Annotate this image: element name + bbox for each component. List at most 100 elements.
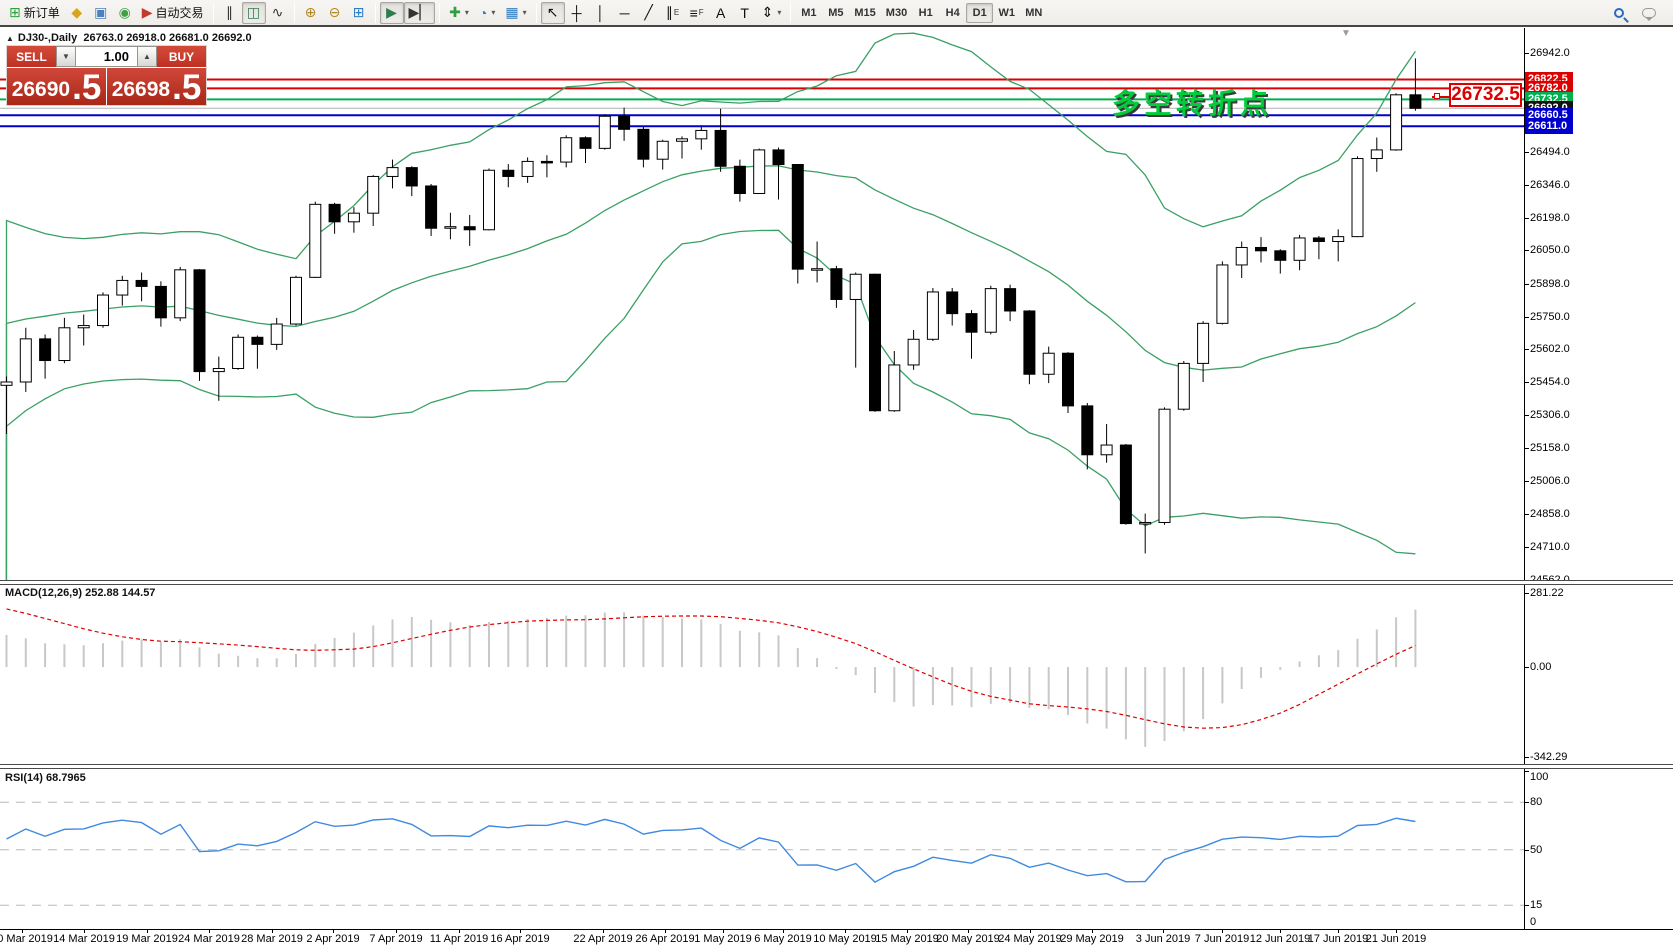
fibonacci-icon: ≡: [689, 4, 698, 21]
tick-mark: [84, 929, 85, 933]
macd-label: MACD(12,26,9) 252.88 144.57: [5, 587, 156, 599]
price-axis-tick: 25306.0: [1530, 408, 1570, 421]
profile-button[interactable]: ▣: [89, 2, 113, 24]
chat-button[interactable]: [1637, 2, 1661, 24]
panel-splitter-rsi[interactable]: [0, 764, 1673, 769]
price-axis-tick: 26494.0: [1530, 146, 1570, 159]
zoom-out-button[interactable]: ⊖: [323, 2, 347, 24]
search-button[interactable]: [1607, 2, 1631, 24]
tick-mark: [1030, 929, 1031, 933]
toolbar-separator: [374, 2, 376, 23]
channel-button[interactable]: ∥ E: [661, 2, 685, 24]
autotrading-button[interactable]: ▶ 自动交易: [137, 2, 209, 24]
templates-button[interactable]: ▦ ▾: [500, 2, 531, 24]
tick-mark: [1524, 283, 1529, 285]
date-axis-label: 14 Mar 2019: [53, 933, 115, 945]
timeframe-m1[interactable]: M1: [801, 6, 817, 19]
toolbar-separator: [535, 2, 537, 23]
indicators-icon: ✚: [449, 4, 461, 20]
dropdown-caret-icon: ▾: [464, 8, 469, 17]
volume-decrease-button[interactable]: ▼: [56, 46, 76, 67]
templates-icon: ▦: [505, 4, 519, 20]
indicators-button[interactable]: ✚ ▾: [444, 2, 474, 24]
chart-header: ▲ DJ30-,Daily 26763.0 26918.0 26681.0 266…: [6, 32, 252, 44]
timeframe-mn[interactable]: MN: [1025, 6, 1043, 19]
tick-mark: [1524, 592, 1529, 594]
macd-axis-tick: -342.29: [1530, 751, 1568, 764]
text-button[interactable]: A: [709, 2, 733, 24]
tick-mark: [459, 929, 460, 933]
tick-mark: [1524, 382, 1529, 384]
buy-price-button[interactable]: 26698 .5: [106, 68, 206, 105]
timeframe-m30[interactable]: M30: [885, 6, 908, 19]
collapse-panel-icon[interactable]: ▲: [6, 34, 14, 43]
tick-mark: [1524, 349, 1529, 351]
timeframe-m5[interactable]: M5: [828, 6, 844, 19]
timeframe-h1[interactable]: H1: [918, 6, 933, 19]
timeframe-d1[interactable]: D1: [966, 2, 994, 23]
turning-point-annotation: 多空转折点: [1112, 88, 1273, 119]
rsi-axis-tick: 15: [1530, 899, 1543, 912]
date-axis-label: 29 May 2019: [1060, 933, 1124, 945]
price-axis-tick: 25158.0: [1530, 441, 1570, 454]
auto-scroll-button[interactable]: ▶: [379, 1, 404, 24]
timeframe-m15[interactable]: M15: [854, 6, 876, 19]
sell-price-button[interactable]: 26690 .5: [7, 68, 106, 105]
periods-button[interactable]: ◔ ▾: [474, 2, 500, 24]
vertical-line-button[interactable]: │: [589, 2, 613, 24]
candlestick-chart-button[interactable]: ◫: [241, 1, 266, 24]
chart-objects-button[interactable]: ◆: [65, 2, 89, 24]
tile-windows-button[interactable]: ⊞: [347, 2, 371, 24]
sell-button[interactable]: SELL: [7, 46, 56, 67]
cursor-button[interactable]: ↖: [540, 1, 565, 24]
candlestick-chart-icon: ◫: [246, 4, 261, 20]
horizontal-line-button[interactable]: ─: [613, 2, 637, 24]
new-order-icon: ⊞: [9, 4, 21, 20]
periods-icon: ◔: [478, 4, 488, 21]
volume-input[interactable]: 1.00: [76, 46, 137, 67]
toolbar-separator: [293, 2, 295, 23]
trendline-button[interactable]: ╱: [637, 2, 661, 24]
price-axis-tick: 25898.0: [1530, 277, 1570, 290]
date-axis-label: 26 Apr 2019: [635, 933, 695, 945]
price-axis-line: [1524, 28, 1525, 929]
timeframe-h4[interactable]: H4: [945, 6, 960, 19]
macd-signal-line: [6, 608, 1416, 729]
toolbar-separator: [439, 2, 441, 23]
date-axis-label: 22 Apr 2019: [573, 933, 633, 945]
tick-mark: [520, 929, 521, 933]
panel-splitter-macd[interactable]: [0, 580, 1673, 585]
tick-mark: [272, 929, 273, 933]
line-chart-button[interactable]: ∿: [266, 2, 290, 24]
tick-mark: [1524, 250, 1529, 252]
timeframe-w1[interactable]: W1: [998, 6, 1015, 19]
sell-price-decimal: .5: [72, 68, 102, 107]
price-axis-tick: 25006.0: [1530, 475, 1570, 488]
price-callout-box[interactable]: 26732.5: [1449, 83, 1522, 107]
scroll-position-marker-icon[interactable]: ▼: [1341, 28, 1351, 39]
rsi-axis-tick: 80: [1530, 796, 1543, 809]
crosshair-button[interactable]: ┼: [565, 2, 589, 24]
tick-mark: [1524, 802, 1529, 804]
price-axis-tick: 26346.0: [1530, 178, 1570, 191]
community-button[interactable]: ◉: [113, 2, 137, 24]
zoom-in-button[interactable]: ⊕: [299, 2, 323, 24]
text-label-button[interactable]: T: [733, 2, 757, 24]
channel-icon: ∥: [665, 4, 673, 20]
new-order-button-label: 新订单: [23, 6, 60, 20]
candlestick-series: [0, 58, 1422, 554]
toolbar: ⊞ 新订单 ◆ ▣ ◉ ▶ 自动交易 ∥ ◫ ∿ ⊕ ⊖ ⊞ ▶ ▶▏ ✚ ▾ ◔ ▾ ▦ ▾ ↖ ┼ │ ─ ╱ ∥ E ≡ F A T ⇕ ▾…: [0, 0, 1673, 27]
zoom-in-icon: ⊕: [304, 4, 317, 20]
volume-increase-button[interactable]: ▲: [137, 46, 157, 67]
date-axis-label: 1 May 2019: [694, 933, 752, 945]
dropdown-caret-icon: ▾: [522, 8, 527, 17]
chart-shift-button[interactable]: ▶▏: [403, 1, 436, 24]
bar-chart-button[interactable]: ∥: [218, 2, 242, 24]
arrows-button[interactable]: ⇕ ▾: [757, 2, 787, 24]
tick-mark: [665, 929, 666, 933]
fibonacci-button[interactable]: ≡ F: [685, 2, 709, 24]
buy-button[interactable]: BUY: [157, 46, 206, 67]
new-order-button[interactable]: ⊞ 新订单: [4, 2, 65, 24]
rsi-line: [6, 817, 1416, 883]
